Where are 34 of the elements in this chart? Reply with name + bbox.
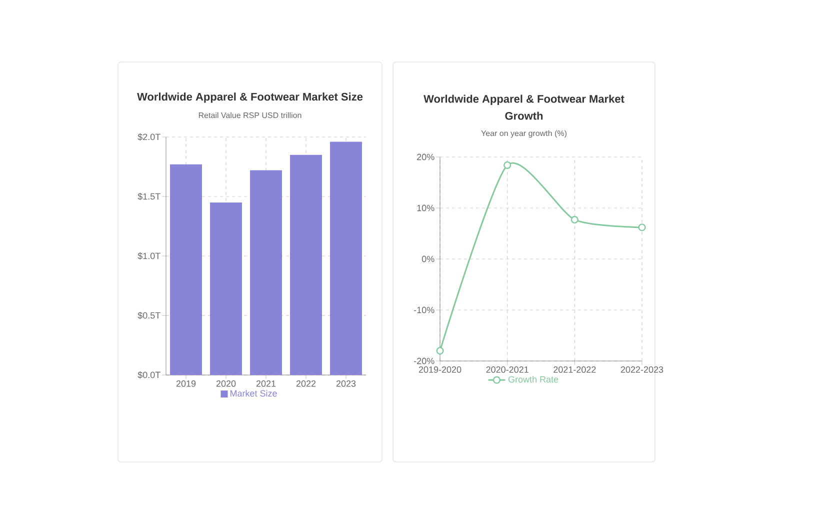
x-tick-label: 2022-2023: [620, 366, 664, 373]
bar: [210, 202, 242, 375]
point: [504, 161, 512, 169]
point: [638, 224, 646, 232]
y-tick-label: $2.0T: [138, 133, 160, 141]
x-tick-label: 2023: [336, 380, 356, 387]
x-tick-label: 2022: [296, 380, 316, 387]
chart-subtitle: Retail Value RSP USD trillion: [198, 112, 302, 118]
bar: [170, 164, 202, 375]
x-tick-label: 2021-2022: [554, 366, 596, 373]
chart-subtitle: Year on year growth (%): [481, 130, 566, 138]
point: [436, 346, 444, 355]
legend-label: Market Size: [230, 390, 277, 397]
y-tick-label: $1.0T: [138, 252, 160, 260]
bar: [250, 170, 282, 375]
bar: [290, 154, 322, 375]
point: [570, 216, 578, 224]
legend-label: Growth Rate: [508, 376, 558, 383]
y-tick-label: $1.5T: [138, 192, 160, 200]
y-tick-label: 10%: [417, 204, 434, 212]
x-tick-label: 2019-2020: [418, 366, 462, 373]
y-tick-label: -10%: [414, 306, 434, 314]
y-tick-label: 20%: [417, 154, 434, 160]
bar: [330, 142, 362, 375]
y-tick-label: 0%: [422, 256, 434, 262]
x-tick-label: 2021: [256, 380, 276, 387]
x-tick-label: 2020-2021: [486, 366, 528, 373]
y-tick-label: -20%: [414, 358, 434, 364]
x-tick-label: 2019: [176, 380, 196, 387]
chart-title: Worldwide Apparel & Footwear Market Size: [137, 92, 363, 103]
x-tick-label: 2020: [216, 380, 236, 387]
chart-title: Worldwide Apparel & Footwear Market Growth: [424, 94, 624, 120]
y-tick-label: $0.0T: [138, 371, 160, 379]
y-tick-label: $0.5T: [138, 312, 160, 320]
